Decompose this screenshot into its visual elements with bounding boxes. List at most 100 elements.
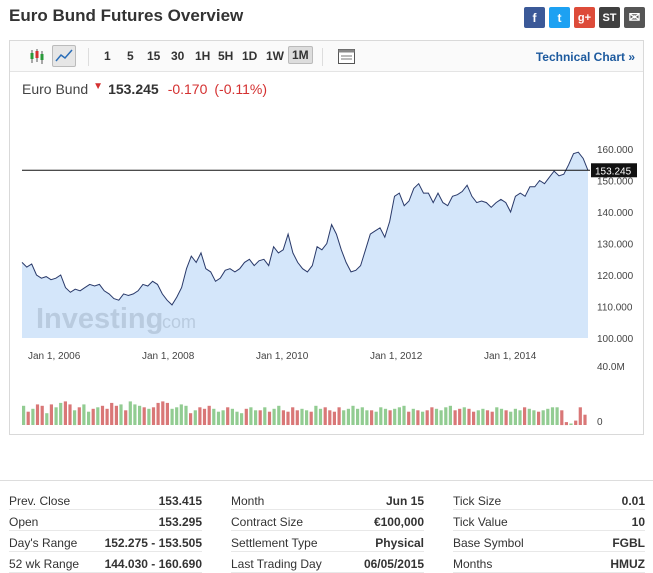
x-tick-label: Jan 1, 2014 <box>484 351 537 362</box>
twitter-icon[interactable]: t <box>549 7 570 28</box>
volume-bar <box>434 408 439 425</box>
volume-bar <box>397 407 401 425</box>
timeframe-1[interactable]: 1 <box>104 49 111 63</box>
stat-value: HMUZ <box>610 557 645 571</box>
y-tick-label: 110.000 <box>597 303 633 314</box>
y-tick-label: 160.000 <box>597 145 634 156</box>
volume-bar <box>323 407 327 425</box>
volume-bar <box>342 410 346 426</box>
stocktwits-icon[interactable]: ST <box>599 7 620 28</box>
volume-bar <box>472 411 476 425</box>
email-icon[interactable]: ✉ <box>624 7 645 28</box>
volume-bar <box>165 402 169 425</box>
stat-value: 06/05/2015 <box>363 557 424 571</box>
y-tick-label: 100.000 <box>597 334 634 345</box>
volume-bar <box>560 410 564 426</box>
stat-value: 153.295 <box>158 515 202 529</box>
volume-bar <box>439 410 443 426</box>
volume-bar <box>63 401 67 425</box>
timeframe-30[interactable]: 30 <box>171 49 185 63</box>
stat-value: 144.030 - 160.690 <box>104 557 202 571</box>
y-tick-label: 140.000 <box>597 208 634 219</box>
volume-bar <box>240 413 244 425</box>
volume-bar <box>402 405 406 425</box>
volume-bar <box>332 411 336 425</box>
volume-bar <box>421 411 425 425</box>
volume-bar <box>281 410 285 426</box>
volume-bar <box>73 410 77 426</box>
volume-tick-label: 0 <box>597 417 603 428</box>
stat-label: Contract Size <box>231 515 304 529</box>
stat-row-contract-size: Contract Size €100,000 <box>231 510 424 531</box>
volume-bar <box>393 408 397 425</box>
price-change-pct: (-0.11%) <box>214 81 268 97</box>
volume-bar <box>193 410 197 426</box>
volume-bar <box>170 408 174 425</box>
volume-bar <box>68 404 72 425</box>
volume-bar <box>550 407 555 425</box>
x-tick-label: Jan 1, 2012 <box>370 351 423 362</box>
price-chart: Investing .com 160.000150.000140.000130.… <box>21 145 637 428</box>
stat-row-months: Months HMUZ <box>453 552 645 573</box>
x-tick-label: Jan 1, 2006 <box>28 351 81 362</box>
volume-bar <box>383 408 388 425</box>
stat-value: Jun 15 <box>385 494 424 508</box>
google-plus-icon[interactable]: g+ <box>574 7 595 28</box>
volume-bar <box>142 407 146 425</box>
stat-row-52-wk-range: 52 wk Range 144.030 - 160.690 <box>9 552 202 573</box>
stat-row-day-s-range: Day's Range 152.275 - 153.505 <box>9 531 202 552</box>
volume-bar <box>179 404 183 425</box>
volume-bar <box>374 411 378 425</box>
candlestick-icon[interactable] <box>28 47 47 66</box>
data-table-icon[interactable] <box>337 47 356 66</box>
volume-bar <box>513 408 517 425</box>
volume-bar <box>583 414 587 425</box>
volume-bar <box>133 404 137 425</box>
timeframe-1m[interactable]: 1M <box>288 46 313 64</box>
volume-bar <box>244 408 248 425</box>
volume-bar <box>527 408 531 425</box>
volume-bar <box>448 405 452 425</box>
volume-bar <box>541 410 545 426</box>
x-tick-label: Jan 1, 2010 <box>256 351 309 362</box>
volume-bar <box>226 407 230 425</box>
volume-bar <box>370 410 374 426</box>
volume-bar <box>128 401 132 425</box>
volume-bar <box>569 423 573 425</box>
timeframe-5[interactable]: 5 <box>127 49 134 63</box>
technical-chart-link[interactable]: Technical Chart » <box>535 50 635 64</box>
timeframe-15[interactable]: 15 <box>147 49 161 63</box>
volume-bar <box>564 422 568 426</box>
timeframe-1h[interactable]: 1H <box>195 49 211 63</box>
volume-bar <box>504 410 508 426</box>
price-change: -0.170 <box>167 81 208 97</box>
timeframe-5h[interactable]: 5H <box>218 49 234 63</box>
volume-bar <box>35 404 40 425</box>
stat-row-settlement-type: Settlement Type Physical <box>231 531 424 552</box>
volume-bar <box>328 410 332 426</box>
volume-bar <box>476 410 480 426</box>
volume-bar <box>453 410 457 426</box>
stat-row-base-symbol: Base Symbol FGBL <box>453 531 645 552</box>
facebook-icon[interactable]: f <box>524 7 545 28</box>
volume-bar <box>351 405 355 425</box>
timeframe-1d[interactable]: 1D <box>242 49 258 63</box>
volume-bar <box>249 407 253 425</box>
volume-bar <box>458 408 462 425</box>
volume-bar <box>138 405 142 425</box>
volume-bar <box>300 408 304 425</box>
current-price-badge <box>591 163 637 178</box>
stat-label: Prev. Close <box>9 494 71 508</box>
volume-bar <box>105 408 109 425</box>
stat-row-last-trading-day: Last Trading Day 06/05/2015 <box>231 552 424 573</box>
down-arrow-icon: ▼ <box>93 81 104 92</box>
stat-label: Base Symbol <box>453 536 524 550</box>
volume-bar <box>574 420 578 425</box>
volume-bar <box>444 407 448 425</box>
volume-bar <box>31 408 35 425</box>
volume-bar <box>77 407 81 425</box>
timeframe-1w[interactable]: 1W <box>266 49 284 63</box>
volume-bar <box>272 408 276 425</box>
volume-bar <box>388 410 392 426</box>
line-chart-toggle[interactable] <box>52 45 76 67</box>
